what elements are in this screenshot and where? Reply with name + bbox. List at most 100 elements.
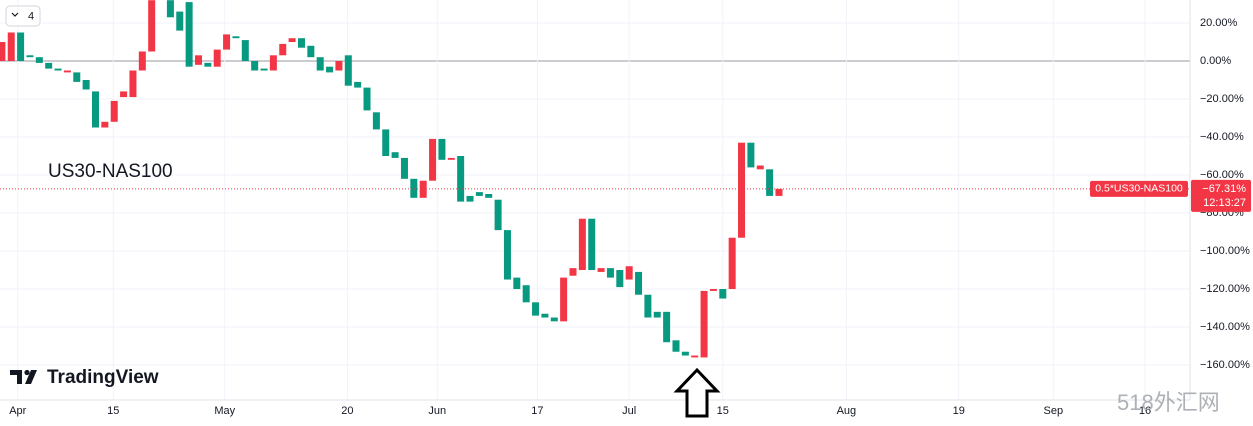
brand-text: TradingView	[47, 367, 159, 388]
candle-body	[438, 138, 446, 160]
candle-body	[513, 277, 521, 290]
brand-logo: TradingView	[10, 367, 159, 388]
candle-body	[363, 87, 371, 111]
candle-body	[719, 289, 727, 299]
candle-body	[532, 302, 540, 316]
candle-body	[410, 178, 418, 198]
arrow-annotation	[673, 367, 721, 418]
logo-mark	[10, 370, 22, 384]
price-value-tag	[1191, 179, 1251, 212]
y-tick-label: 0.00%	[1200, 55, 1231, 67]
interval-text: 4	[28, 10, 34, 22]
plot	[0, 0, 1190, 358]
candle-body	[588, 218, 596, 271]
candle-body	[54, 68, 62, 71]
candle-body	[429, 138, 437, 181]
x-tick-label: Jun	[428, 405, 446, 417]
candle-body	[45, 62, 53, 69]
y-tick-label: −120.00%	[1200, 283, 1250, 295]
candle-body	[176, 11, 184, 31]
candle-body	[728, 237, 736, 290]
candle-body	[522, 285, 530, 303]
candle-body	[241, 40, 249, 61]
x-tick-label: 15	[107, 405, 119, 417]
candle-body	[297, 38, 305, 48]
candle-body	[307, 45, 315, 58]
candle-body	[335, 60, 343, 71]
axes: 20.00%0.00%−20.00%−40.00%−60.00%−80.00%−…	[9, 17, 1251, 417]
x-tick-label: Apr	[9, 405, 26, 417]
symbol-label: US30-NAS100	[48, 161, 173, 182]
y-tick-label: −140.00%	[1200, 321, 1250, 333]
candle-body	[578, 218, 586, 271]
candle-body	[354, 81, 362, 88]
candle-body	[560, 277, 568, 322]
candle-body	[756, 165, 764, 170]
x-tick-label: 17	[531, 405, 543, 417]
candle-body	[110, 100, 118, 122]
candle-body	[541, 313, 549, 318]
x-tick-label: Sep	[1044, 405, 1064, 417]
candle-body	[326, 66, 334, 73]
candle-body	[747, 142, 755, 168]
candle-body	[494, 199, 502, 231]
candle-body	[653, 311, 661, 318]
candle-body	[503, 230, 511, 280]
candle-body	[17, 32, 25, 61]
candle-body	[709, 289, 717, 291]
candle-body	[0, 41, 6, 61]
candle-body	[129, 70, 137, 98]
candle-body	[148, 0, 156, 52]
candle-body	[344, 55, 352, 86]
candle-body	[35, 57, 43, 63]
logo-slash	[25, 370, 37, 384]
candle-body	[738, 142, 746, 238]
price-name: 0.5*US30-NAS100	[1095, 183, 1183, 195]
candle-body	[766, 169, 774, 196]
watermark: 518外汇网	[1117, 390, 1220, 415]
candle-body	[166, 0, 174, 18]
candle-body	[775, 188, 783, 196]
candle-body	[700, 290, 708, 358]
candle-body	[372, 112, 380, 130]
y-tick-label: −100.00%	[1200, 245, 1250, 257]
candle-body	[644, 294, 652, 318]
candle-body	[138, 51, 146, 71]
candle-body	[400, 157, 408, 179]
candle-body	[185, 2, 193, 67]
candle-body	[382, 129, 390, 157]
price-value: −67.31%	[1202, 183, 1246, 195]
candle-body	[606, 268, 614, 278]
candle-body	[279, 43, 287, 56]
x-tick-label: Jul	[622, 405, 636, 417]
y-tick-label: 20.00%	[1200, 17, 1238, 29]
candle-body	[223, 34, 231, 50]
candle-body	[691, 355, 699, 358]
candle-body	[485, 194, 493, 198]
candle-body	[82, 80, 90, 90]
interval-badge[interactable]	[5, 5, 41, 27]
x-tick-label: 19	[953, 405, 965, 417]
y-tick-label: −40.00%	[1200, 131, 1244, 143]
candle-body	[73, 72, 81, 82]
y-tick-label: −160.00%	[1200, 359, 1250, 371]
candle-body	[26, 55, 34, 58]
candle-body	[232, 36, 240, 39]
x-tick-label: Aug	[837, 405, 857, 417]
y-tick-label: −20.00%	[1200, 93, 1244, 105]
candle-body	[120, 91, 128, 98]
candle-body	[204, 62, 212, 67]
candle-body	[616, 270, 624, 288]
candle-body	[91, 91, 99, 128]
candle-body	[569, 268, 577, 276]
candle-body	[101, 121, 109, 128]
price-name-tag	[1090, 180, 1188, 197]
candle-body	[550, 317, 558, 322]
x-tick-label: May	[214, 405, 235, 417]
candle-body	[663, 311, 671, 343]
candle-body	[635, 271, 643, 295]
candle-body	[475, 192, 483, 196]
price-countdown: 12:13:27	[1203, 197, 1246, 209]
candle-body	[316, 57, 324, 71]
candle-body	[391, 152, 399, 158]
